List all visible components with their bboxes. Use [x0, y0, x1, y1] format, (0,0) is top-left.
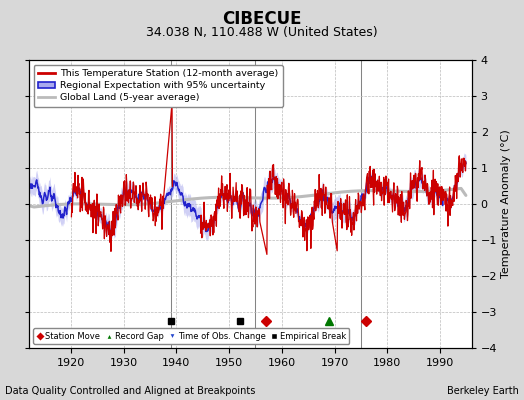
Legend: Station Move, Record Gap, Time of Obs. Change, Empirical Break: Station Move, Record Gap, Time of Obs. C… — [33, 328, 350, 344]
Y-axis label: Temperature Anomaly (°C): Temperature Anomaly (°C) — [501, 130, 511, 278]
Text: Data Quality Controlled and Aligned at Breakpoints: Data Quality Controlled and Aligned at B… — [5, 386, 256, 396]
Text: Berkeley Earth: Berkeley Earth — [447, 386, 519, 396]
Text: 34.038 N, 110.488 W (United States): 34.038 N, 110.488 W (United States) — [146, 26, 378, 39]
Text: CIBECUE: CIBECUE — [222, 10, 302, 28]
